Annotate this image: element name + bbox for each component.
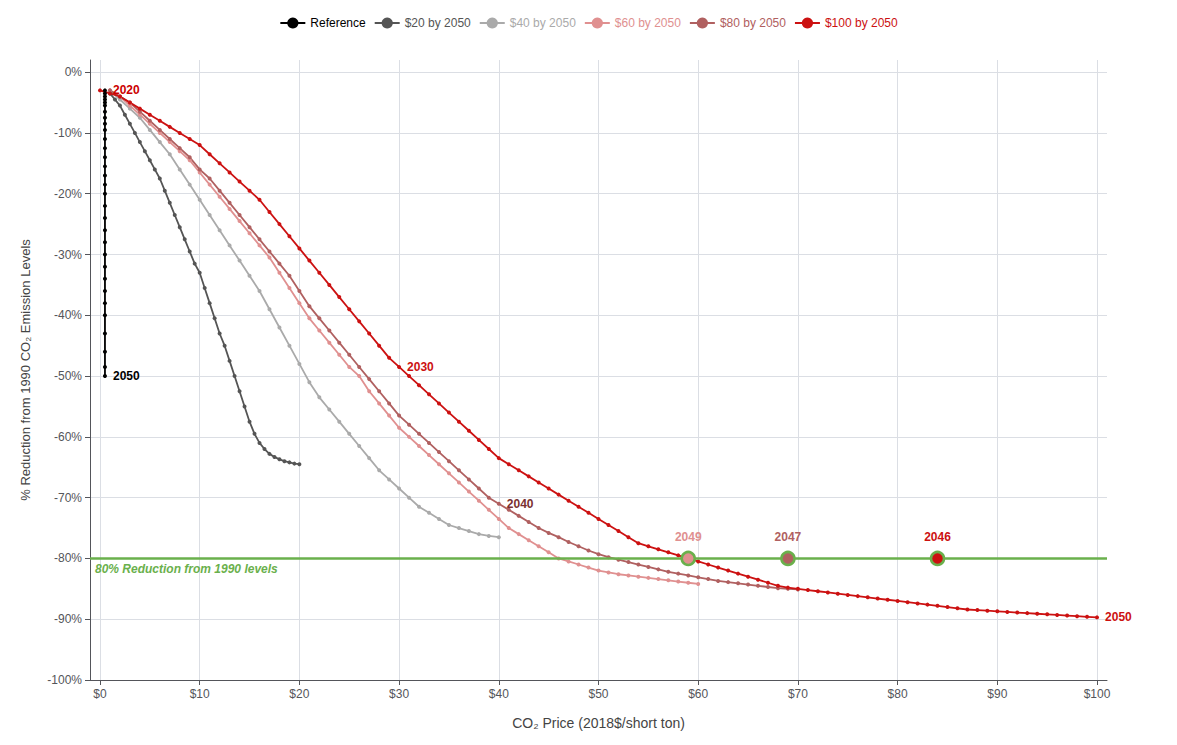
svg-text:$90: $90 bbox=[987, 687, 1007, 701]
svg-text:% Reduction from 1990 CO₂ Emis: % Reduction from 1990 CO₂ Emission Level… bbox=[18, 239, 33, 501]
svg-text:2020: 2020 bbox=[113, 83, 140, 97]
svg-text:$0: $0 bbox=[93, 687, 107, 701]
svg-text:-10%: -10% bbox=[54, 126, 82, 140]
svg-text:$40: $40 bbox=[489, 687, 509, 701]
svg-text:$80: $80 bbox=[888, 687, 908, 701]
svg-text:$10: $10 bbox=[190, 687, 210, 701]
svg-text:2030: 2030 bbox=[407, 360, 434, 374]
svg-text:$20 by 2050: $20 by 2050 bbox=[405, 16, 471, 30]
svg-text:-90%: -90% bbox=[54, 612, 82, 626]
svg-text:2047: 2047 bbox=[775, 530, 802, 544]
svg-text:$60 by 2050: $60 by 2050 bbox=[615, 16, 681, 30]
svg-text:2040: 2040 bbox=[507, 497, 534, 511]
svg-text:-70%: -70% bbox=[54, 491, 82, 505]
svg-text:-60%: -60% bbox=[54, 430, 82, 444]
svg-text:$40 by 2050: $40 by 2050 bbox=[510, 16, 576, 30]
svg-text:-100%: -100% bbox=[47, 673, 82, 687]
svg-text:2046: 2046 bbox=[924, 530, 951, 544]
svg-text:-80%: -80% bbox=[54, 551, 82, 565]
svg-text:$100: $100 bbox=[1084, 687, 1111, 701]
svg-text:$70: $70 bbox=[788, 687, 808, 701]
svg-text:0%: 0% bbox=[65, 65, 83, 79]
svg-text:-20%: -20% bbox=[54, 187, 82, 201]
svg-text:CO₂ Price (2018$/short ton): CO₂ Price (2018$/short ton) bbox=[512, 715, 685, 731]
svg-text:-50%: -50% bbox=[54, 369, 82, 383]
svg-text:$30: $30 bbox=[389, 687, 409, 701]
svg-text:2050: 2050 bbox=[113, 369, 140, 383]
svg-text:2050: 2050 bbox=[1105, 610, 1132, 624]
svg-text:2049: 2049 bbox=[675, 530, 702, 544]
svg-text:$80 by 2050: $80 by 2050 bbox=[720, 16, 786, 30]
svg-text:$60: $60 bbox=[688, 687, 708, 701]
svg-text:-30%: -30% bbox=[54, 248, 82, 262]
svg-text:$100 by 2050: $100 by 2050 bbox=[825, 16, 898, 30]
svg-text:$50: $50 bbox=[588, 687, 608, 701]
svg-text:-40%: -40% bbox=[54, 308, 82, 322]
svg-text:Reference: Reference bbox=[310, 16, 366, 30]
svg-text:80% Reduction from 1990 levels: 80% Reduction from 1990 levels bbox=[95, 562, 278, 576]
svg-text:$20: $20 bbox=[289, 687, 309, 701]
